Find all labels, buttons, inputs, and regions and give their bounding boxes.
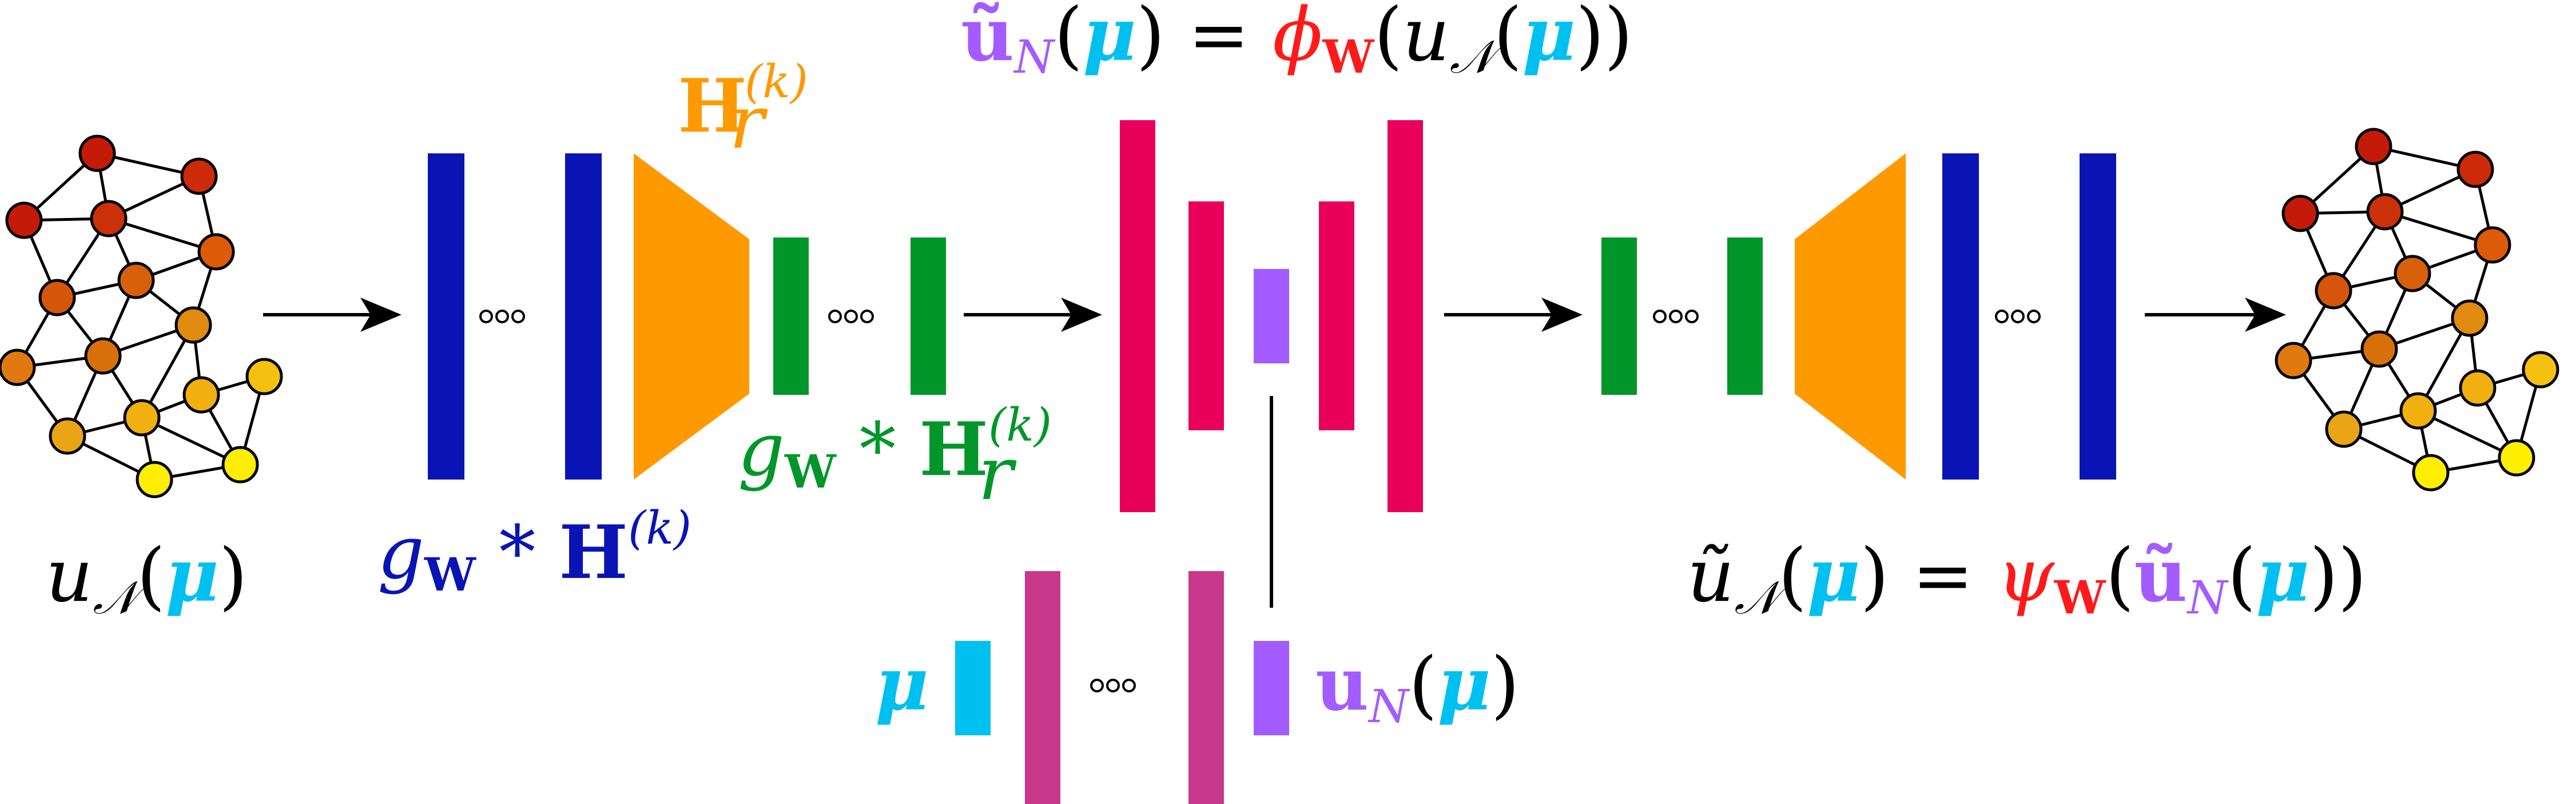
parameter-dense-layer: [1025, 571, 1060, 804]
graph-mesh-icon: [0, 134, 283, 498]
mesh-node: [180, 157, 218, 195]
mesh-node: [2412, 454, 2450, 492]
mesh-edge: [2384, 210, 2493, 247]
ellipsis-icon: [1653, 310, 1699, 323]
mesh-node: [136, 461, 173, 498]
decoder-reduced-conv-layer: [1601, 237, 1637, 395]
reduced-conv-label-subscript: r: [978, 431, 1017, 517]
mesh-node: [5, 201, 43, 239]
ellipsis-icon: [1995, 310, 2041, 323]
parameter-dense-layer: [1188, 571, 1224, 804]
ellipsis-icon: [828, 310, 874, 323]
mesh-node: [2451, 299, 2488, 337]
mesh-node: [90, 200, 128, 237]
pooling-layer: [634, 153, 749, 480]
mesh-node: [2399, 392, 2437, 430]
mesh-node: [2474, 226, 2511, 264]
mesh-node: [2281, 195, 2319, 232]
parameter-mu-label: μ: [875, 641, 929, 727]
encoder-conv-layer: [428, 153, 464, 480]
pooling-label-subscript: r: [729, 80, 768, 165]
mesh-node: [221, 446, 259, 484]
dense-layer: [1188, 201, 1224, 430]
graph-mesh-icon: [2275, 128, 2559, 492]
ellipsis-icon: [479, 310, 525, 323]
mesh-node: [2459, 369, 2497, 407]
mesh-node: [2325, 410, 2363, 448]
mesh-node: [174, 306, 212, 344]
mesh-edge: [108, 217, 217, 254]
pooling-label: H(k): [678, 55, 808, 149]
mesh-node: [2456, 150, 2494, 188]
mesh-node: [0, 348, 36, 386]
encoder-conv-label: gW * H(k): [377, 501, 691, 601]
mesh-node: [2315, 272, 2352, 310]
dense-layer: [1120, 120, 1155, 512]
mesh-node: [2275, 342, 2312, 379]
decoder-conv-layer: [2080, 153, 2116, 480]
mesh-node: [197, 233, 235, 271]
mesh-node: [2522, 351, 2559, 389]
mesh-node: [123, 399, 161, 437]
parameter-input-layer: [955, 641, 991, 735]
mesh-node: [2394, 255, 2431, 292]
unpooling-layer: [1795, 153, 1906, 480]
mesh-node: [2360, 330, 2398, 368]
ellipsis-icon: [1090, 679, 1136, 692]
encoder-conv-layer: [565, 153, 602, 480]
mesh-node: [84, 337, 122, 375]
mesh-node: [2355, 128, 2392, 165]
mesh-node: [117, 262, 155, 299]
mesh-node: [2498, 439, 2535, 477]
latent-bottleneck-layer: [1254, 269, 1289, 363]
dense-layer: [1319, 201, 1354, 430]
decoder-conv-layer: [1942, 153, 1979, 480]
reduced-conv-label: gW * H(k): [738, 398, 1052, 498]
mesh-node: [245, 358, 283, 395]
mesh-node: [2366, 193, 2404, 231]
mesh-node: [49, 417, 86, 455]
output-equation: ũ𝒩(μ) = ψW(ũN(μ)): [1687, 533, 2367, 624]
mesh-node: [38, 279, 76, 316]
reduced-conv-layer: [773, 237, 809, 395]
latent-un-label: uN(μ): [1315, 641, 1520, 733]
mesh-node: [182, 376, 220, 414]
reduced-conv-layer: [911, 237, 946, 395]
latent-equation: ũN(μ) = ϕW(u𝒩(μ)): [961, 0, 1633, 84]
mesh-node: [78, 134, 116, 172]
dense-layer: [1388, 120, 1423, 512]
input-field-label: u𝒩(μ): [46, 533, 248, 624]
decoder-reduced-conv-layer: [1727, 237, 1763, 395]
parameter-output-layer: [1254, 641, 1289, 735]
